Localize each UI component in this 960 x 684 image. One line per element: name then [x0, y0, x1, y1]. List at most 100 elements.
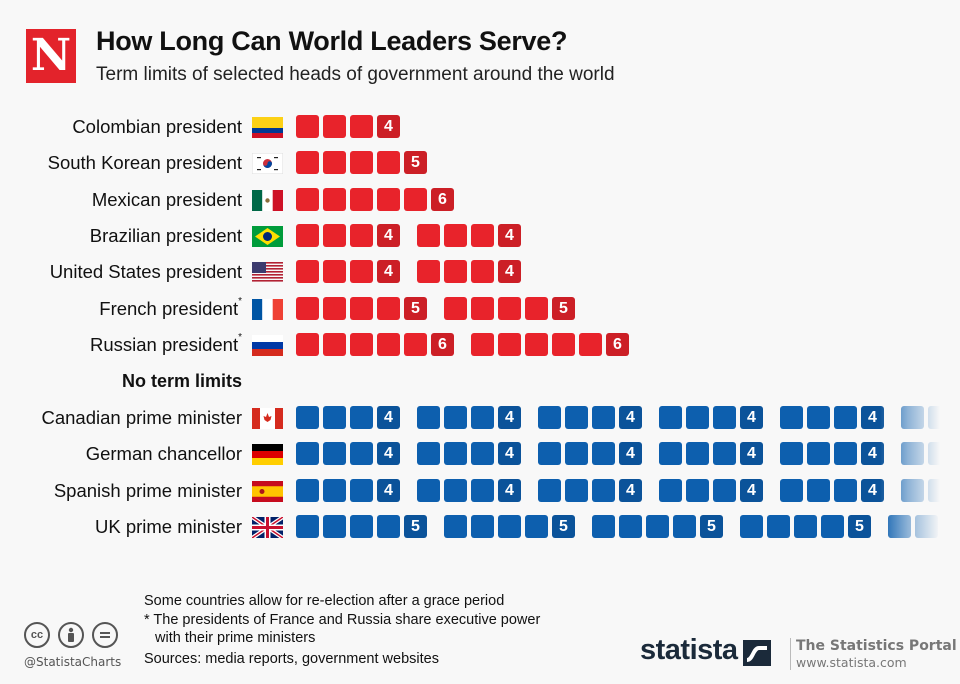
row-label-text: Mexican president	[91, 189, 242, 210]
year-block	[659, 479, 682, 502]
year-block	[350, 224, 373, 247]
chart-subtitle: Term limits of selected heads of governm…	[96, 64, 615, 85]
statista-handle: @StatistaCharts	[24, 655, 122, 669]
year-block	[323, 406, 346, 429]
year-block	[417, 224, 440, 247]
asterisk: *	[238, 296, 242, 307]
year-block	[471, 297, 494, 320]
cc-icon: cc	[24, 622, 50, 648]
year-block	[296, 151, 319, 174]
row-label: UK prime minister	[95, 516, 242, 538]
year-block	[955, 479, 960, 502]
row-label-text: South Korean president	[47, 152, 242, 173]
term-end-block: 4	[619, 442, 642, 465]
year-block	[444, 406, 467, 429]
year-block	[417, 260, 440, 283]
south-korea-flag-icon	[252, 153, 283, 174]
year-block	[794, 515, 817, 538]
year-block	[350, 151, 373, 174]
year-block	[915, 515, 938, 538]
year-block	[377, 333, 400, 356]
term-end-block: 4	[498, 406, 521, 429]
row-label: Russian president*	[90, 332, 242, 356]
year-block	[928, 479, 951, 502]
row-label: Mexican president	[92, 189, 242, 211]
year-block	[296, 479, 319, 502]
term-end-block: 6	[431, 188, 454, 211]
year-block	[323, 479, 346, 502]
france-flag-icon	[252, 299, 283, 320]
year-block	[834, 406, 857, 429]
year-block	[901, 406, 924, 429]
brazil-flag-icon	[252, 226, 283, 247]
term-end-block: 6	[431, 333, 454, 356]
year-block	[901, 442, 924, 465]
term-end-block: 4	[740, 479, 763, 502]
year-block	[350, 515, 373, 538]
term-end-block: 5	[404, 515, 427, 538]
year-block	[807, 406, 830, 429]
year-block	[444, 297, 467, 320]
term-end-block: 4	[861, 406, 884, 429]
no-derivatives-icon	[92, 622, 118, 648]
row-label: Spanish prime minister	[54, 480, 242, 502]
year-block	[296, 333, 319, 356]
year-block	[350, 442, 373, 465]
year-block	[646, 515, 669, 538]
statista-mark-icon	[743, 640, 771, 666]
footer-divider	[790, 638, 791, 670]
term-end-block: 4	[619, 406, 642, 429]
asterisk: *	[238, 332, 242, 343]
year-block	[713, 479, 736, 502]
year-block	[471, 224, 494, 247]
term-end-block: 4	[740, 442, 763, 465]
year-block	[538, 479, 561, 502]
year-block	[323, 115, 346, 138]
year-block	[296, 515, 319, 538]
year-block	[296, 406, 319, 429]
year-block	[350, 333, 373, 356]
row-label-text: Colombian president	[72, 116, 242, 137]
year-block	[498, 515, 521, 538]
note-asterisk: * The presidents of France and Russia sh…	[144, 611, 541, 628]
year-block	[713, 442, 736, 465]
row-label-text: German chancellor	[85, 443, 242, 464]
year-block	[955, 442, 960, 465]
year-block	[296, 115, 319, 138]
year-block	[552, 333, 575, 356]
sources: Sources: media reports, government websi…	[144, 650, 439, 667]
year-block	[834, 442, 857, 465]
year-block	[350, 260, 373, 283]
colombia-flag-icon	[252, 117, 283, 138]
year-block	[740, 515, 763, 538]
statista-url[interactable]: www.statista.com	[796, 655, 907, 670]
canada-flag-icon	[252, 408, 283, 429]
term-end-block: 5	[404, 297, 427, 320]
year-block	[525, 333, 548, 356]
newsweek-logo: N	[26, 29, 76, 83]
row-label-text: UK prime minister	[95, 516, 242, 537]
year-block	[592, 515, 615, 538]
year-block	[592, 442, 615, 465]
mexico-flag-icon	[252, 190, 283, 211]
term-end-block: 4	[861, 479, 884, 502]
no-term-limits-heading: No term limits	[121, 371, 242, 391]
year-block	[821, 515, 844, 538]
year-block	[686, 406, 709, 429]
year-block	[538, 442, 561, 465]
row-label-text: French president	[99, 298, 239, 319]
year-block	[928, 406, 951, 429]
year-block	[928, 442, 951, 465]
uk-flag-icon	[252, 517, 283, 538]
year-block	[780, 442, 803, 465]
year-block	[350, 115, 373, 138]
year-block	[323, 260, 346, 283]
year-block	[807, 442, 830, 465]
attribution-icon	[58, 622, 84, 648]
year-block	[417, 406, 440, 429]
year-block	[619, 515, 642, 538]
year-block	[323, 297, 346, 320]
usa-flag-icon	[252, 262, 283, 283]
row-label: Brazilian president	[90, 225, 242, 247]
year-block	[834, 479, 857, 502]
